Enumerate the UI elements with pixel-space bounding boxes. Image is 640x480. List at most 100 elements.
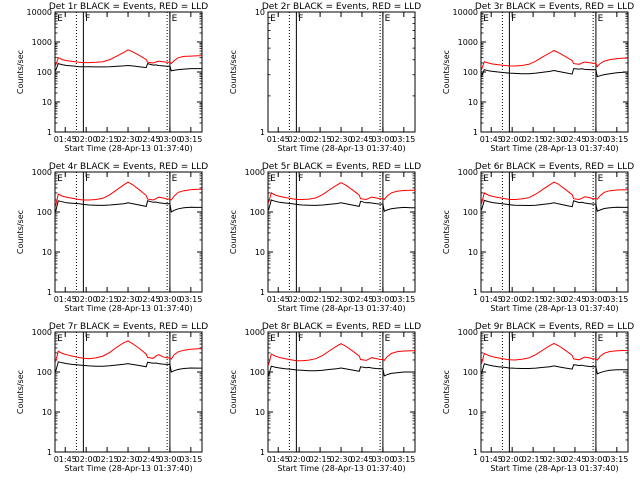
x-axis-label: Start Time (28-Apr-13 01:37:40) — [277, 304, 405, 313]
panel-title: Det 6r BLACK = Events, RED = LLD — [475, 162, 634, 172]
series-line-lld — [481, 49, 628, 70]
x-tick-label: 03:00 — [371, 455, 394, 464]
x-tick-label: 03:00 — [371, 135, 394, 144]
y-axis-label: Counts/sec — [229, 210, 238, 254]
x-tick-label: 02:15 — [522, 135, 545, 144]
x-tick-label: 02:00 — [501, 295, 524, 304]
x-axis-label: Start Time (28-Apr-13 01:37:40) — [64, 144, 192, 153]
x-axis-label: Start Time (28-Apr-13 01:37:40) — [277, 464, 405, 473]
segment-marker-label: F — [298, 14, 303, 24]
series-line-lld — [481, 181, 628, 204]
x-tick-label: 02:30 — [543, 295, 566, 304]
panel-title: Det 7r BLACK = Events, RED = LLD — [49, 322, 208, 332]
segment-marker-label: E — [57, 174, 63, 184]
segment-marker-label: E — [172, 14, 178, 24]
plot-frame — [480, 171, 629, 293]
y-tick-label: 1 — [47, 448, 52, 457]
x-tick-label: 03:00 — [158, 455, 181, 464]
y-axis-label: Counts/sec — [229, 370, 238, 414]
x-tick-label: 03:15 — [392, 135, 415, 144]
series-line-lld — [55, 340, 202, 362]
x-axis-label: Start Time (28-Apr-13 01:37:40) — [64, 304, 192, 313]
y-tick-label: 100 — [463, 368, 478, 377]
y-tick-label: 100 — [37, 68, 52, 77]
x-tick-label: 03:15 — [179, 295, 202, 304]
segment-marker-label: F — [85, 14, 90, 24]
x-tick-label: 03:15 — [605, 135, 628, 144]
plot-frame — [54, 331, 203, 453]
x-tick-label: 03:15 — [605, 455, 628, 464]
y-tick-label: 1 — [260, 288, 265, 297]
series-line-events — [481, 68, 629, 78]
x-axis-label: Start Time (28-Apr-13 01:37:40) — [490, 464, 618, 473]
segment-marker-label: E — [57, 14, 63, 24]
panel-title: Det 8r BLACK = Events, RED = LLD — [262, 322, 421, 332]
series-line-events — [268, 199, 415, 212]
y-tick-label: 100 — [463, 68, 478, 77]
x-tick-label: 02:15 — [309, 135, 332, 144]
y-axis-label: Counts/sec — [442, 210, 451, 254]
y-tick-label: 10000 — [27, 8, 52, 17]
x-tick-label: 02:45 — [350, 295, 373, 304]
x-tick-label: 02:00 — [501, 135, 524, 144]
y-tick-label: 1000 — [32, 38, 52, 47]
y-tick-label: 10 — [42, 248, 52, 257]
series-line-events — [55, 200, 202, 213]
series-line-events — [268, 365, 415, 377]
x-tick-label: 02:30 — [543, 455, 566, 464]
x-tick-label: 01:45 — [267, 455, 290, 464]
x-tick-label: 02:00 — [75, 455, 98, 464]
x-tick-label: 03:00 — [371, 295, 394, 304]
segment-marker-label: E — [385, 334, 391, 344]
segment-marker-label: F — [511, 14, 516, 24]
x-tick-label: 02:15 — [522, 455, 545, 464]
x-tick-label: 02:15 — [522, 295, 545, 304]
panel-title: Det 1r BLACK = Events, RED = LLD — [49, 2, 208, 12]
y-tick-label: 10 — [468, 408, 478, 417]
y-tick-label: 10 — [255, 248, 265, 257]
x-tick-label: 02:00 — [75, 135, 98, 144]
x-tick-label: 02:15 — [96, 455, 119, 464]
series-line-lld — [55, 181, 202, 207]
x-tick-label: 03:15 — [179, 455, 202, 464]
segment-marker-label: E — [385, 174, 391, 184]
y-tick-label: 1000 — [458, 328, 478, 337]
segment-marker-label: F — [85, 334, 90, 344]
y-tick-label: 100 — [37, 368, 52, 377]
segment-marker-label: E — [598, 14, 604, 24]
panel-title: Det 9r BLACK = Events, RED = LLD — [475, 322, 634, 332]
detector-panel-7: Det 7r BLACK = Events, RED = LLD 1 10 100 10… — [16, 322, 208, 473]
x-tick-label: 02:00 — [501, 455, 524, 464]
y-axis-label: Counts/sec — [16, 210, 25, 254]
y-tick-label: 10000 — [453, 8, 478, 17]
x-tick-label: 02:30 — [543, 135, 566, 144]
x-tick-label: 02:00 — [288, 295, 311, 304]
x-tick-label: 01:45 — [54, 135, 77, 144]
x-tick-label: 01:45 — [267, 295, 290, 304]
y-tick-label: 1000 — [245, 328, 265, 337]
segment-marker-label: E — [172, 334, 178, 344]
plot-frame — [480, 331, 629, 453]
series-line-lld — [55, 49, 202, 67]
x-tick-label: 03:15 — [605, 295, 628, 304]
detector-panel-6: Det 6r BLACK = Events, RED = LLD 1 10 100 10… — [442, 162, 634, 313]
segment-marker-label: E — [598, 334, 604, 344]
x-tick-label: 01:45 — [480, 455, 503, 464]
series-line-lld — [268, 182, 415, 203]
plot-frame — [54, 11, 203, 133]
x-tick-label: 01:45 — [480, 135, 503, 144]
segment-marker-label: F — [511, 334, 516, 344]
segment-marker-label: E — [172, 174, 178, 184]
y-tick-label: 1000 — [245, 168, 265, 177]
x-tick-label: 02:15 — [309, 295, 332, 304]
x-tick-label: 02:15 — [309, 455, 332, 464]
segment-marker-label: F — [298, 334, 303, 344]
y-tick-label: 1000 — [458, 168, 478, 177]
y-tick-label: 10 — [255, 408, 265, 417]
x-tick-label: 01:45 — [54, 455, 77, 464]
y-tick-label: 1 — [47, 128, 52, 137]
y-axis-label: Counts/sec — [16, 370, 25, 414]
detector-panel-3: Det 3r BLACK = Events, RED = LLD 1 10 100 10… — [442, 2, 634, 153]
plot-frame — [54, 171, 203, 293]
